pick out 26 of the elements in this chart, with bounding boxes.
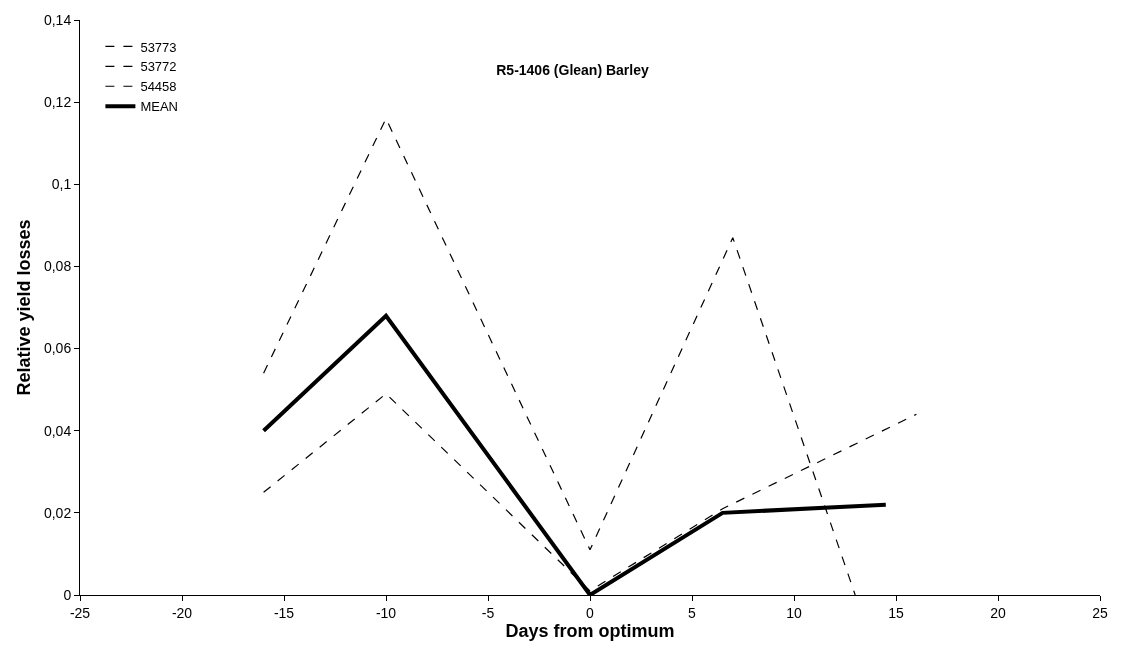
x-tick-label: 5 (688, 604, 697, 621)
y-tick-label: 0,1 (51, 176, 72, 193)
x-tick-label: -5 (481, 604, 495, 621)
x-tick-label: -10 (375, 604, 397, 621)
x-tick-label: 25 (1092, 604, 1108, 621)
x-tick-label: 0 (586, 604, 595, 621)
y-tick-label: 0 (63, 586, 72, 603)
text: R5-1406 (Glean) Barley (496, 62, 649, 79)
x-tick-label: 15 (888, 604, 904, 621)
legend-label: 54458 (140, 79, 177, 95)
x-tick-label: 10 (786, 604, 802, 621)
y-tick-label: 0,04 (43, 422, 72, 439)
x-tick-label: 20 (990, 604, 1006, 621)
legend-label: 53772 (140, 59, 177, 75)
x-tick-label: -25 (69, 604, 91, 621)
x-tick-label: -20 (171, 604, 193, 621)
y-tick-label: 0,14 (43, 11, 72, 28)
legend-label: 53773 (140, 39, 177, 55)
x-axis-title: Days from optimum (505, 620, 675, 641)
legend-label: MEAN (140, 99, 178, 115)
y-tick-label: 0,02 (43, 504, 72, 521)
y-tick-label: 0,08 (43, 258, 72, 275)
y-tick-label: 0,12 (43, 94, 72, 111)
y-tick-label: 0,06 (43, 340, 72, 357)
y-axis-title: Relative yield losses (14, 219, 35, 396)
x-tick-label: -15 (273, 604, 295, 621)
